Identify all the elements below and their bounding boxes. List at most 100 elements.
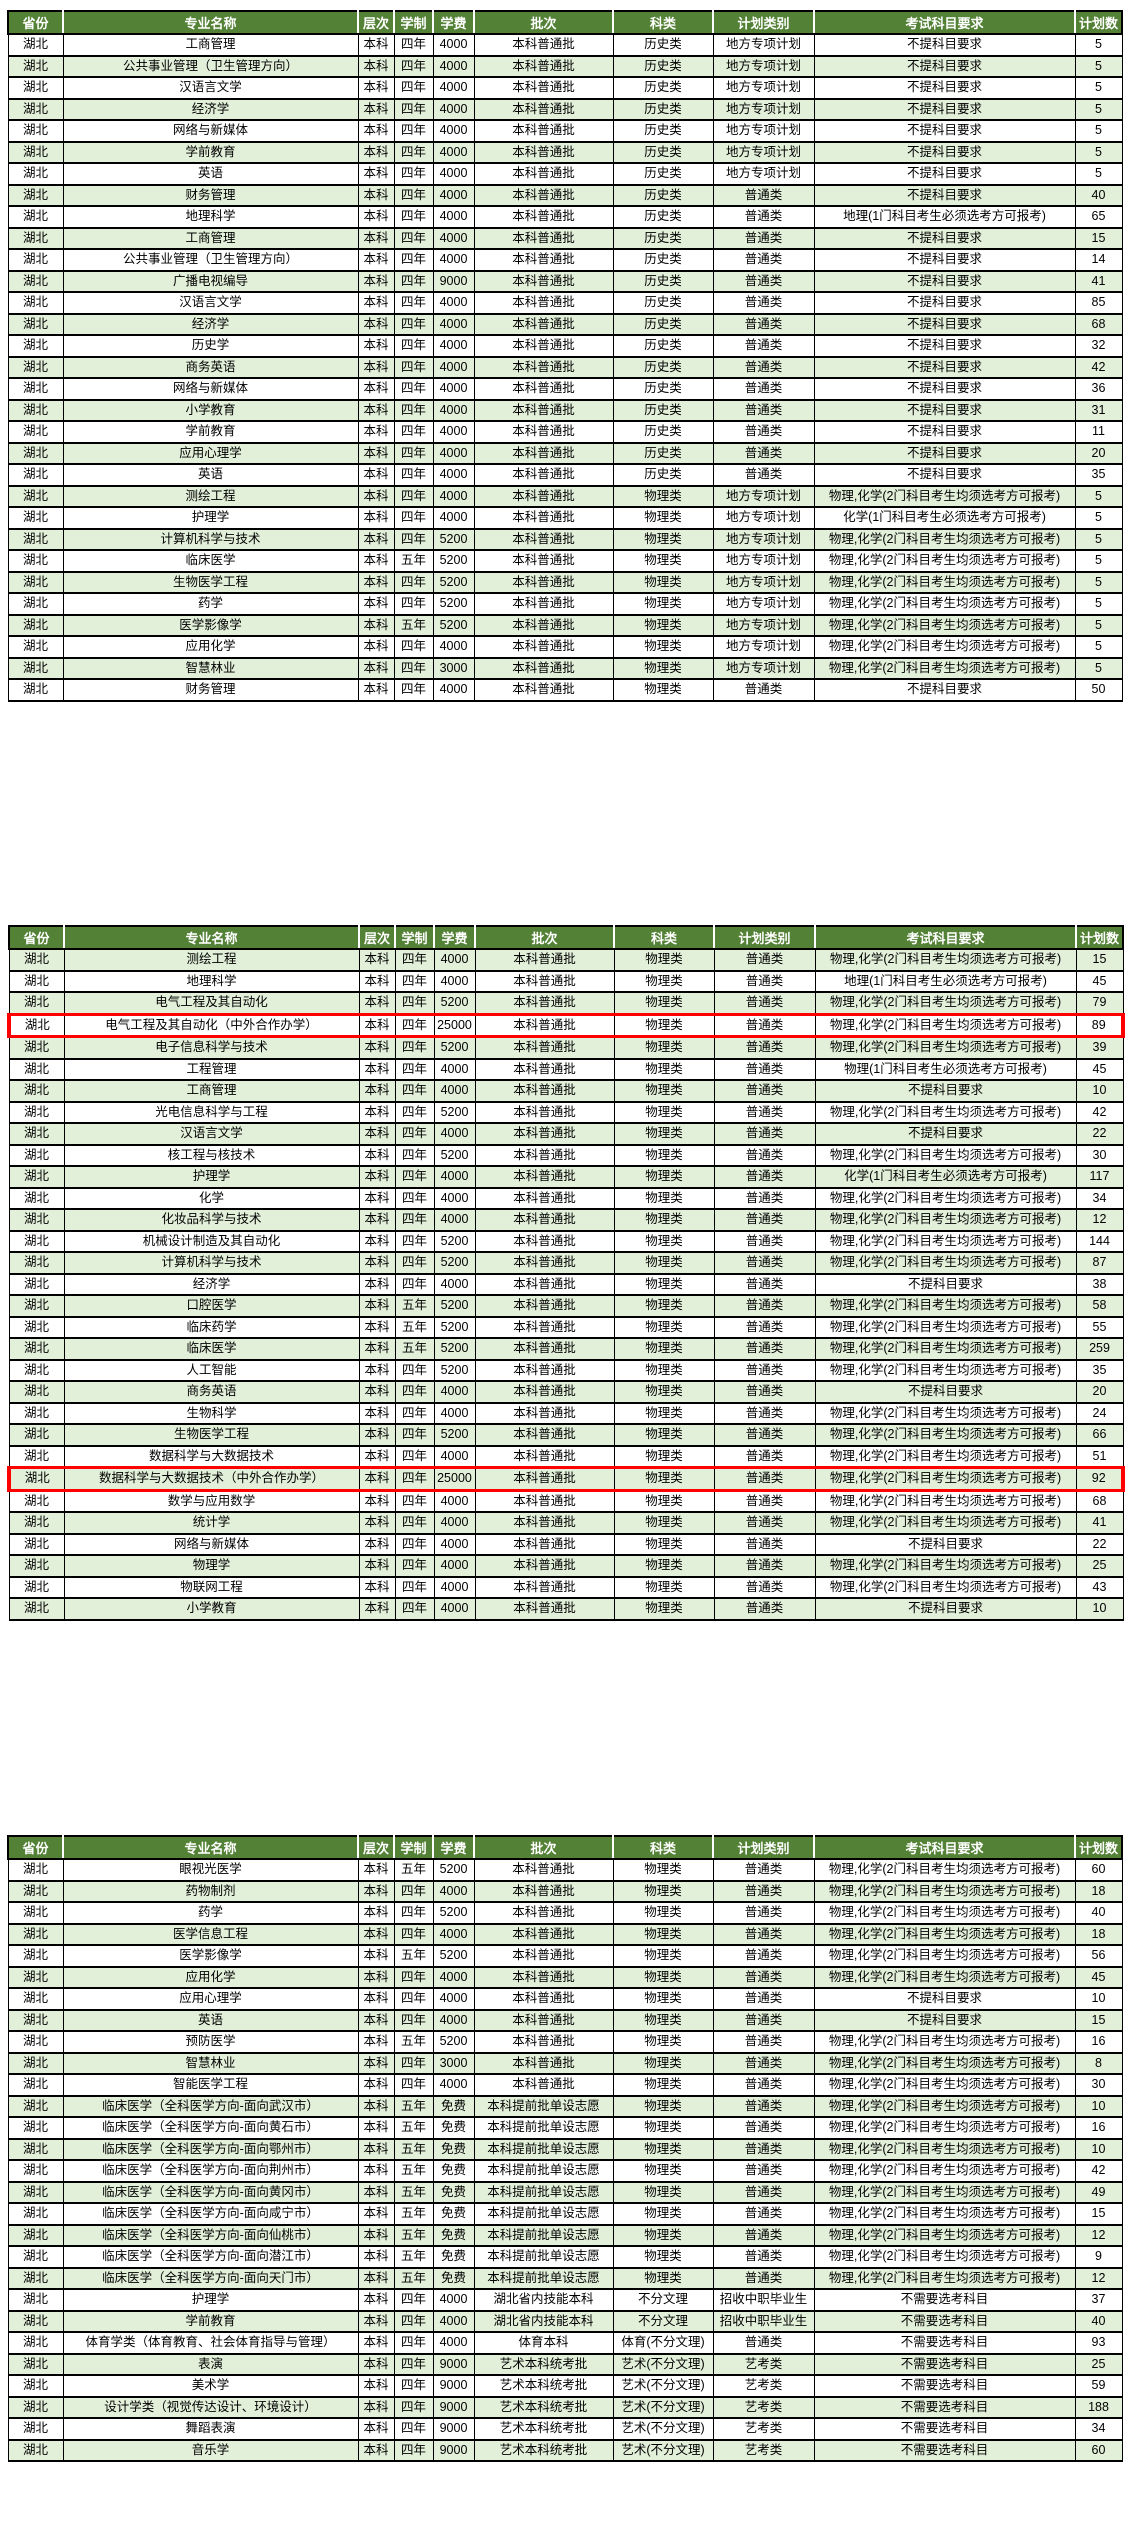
table-row: 湖北 工程管理 本科 四年 4000 本科普通批 物理类 普通类 物理(1门科目考生必须选考方可… (8, 1057, 1124, 1081)
table-cell: 历史类 (612, 205, 714, 229)
table-body: 湖北 工商管理 本科 四年 4000 本科普通批 历史类 地方专项计划 不提科目要求 5 湖北 公共事… (7, 33, 1123, 702)
table-cell: 地方专项计划 (712, 592, 815, 616)
table-cell: 本科 (358, 1122, 396, 1146)
table-cell: 本科普通批 (473, 205, 614, 229)
table-cell: 物理类 (612, 2116, 714, 2140)
table-cell: 普通类 (713, 1143, 816, 1167)
table-cell: 物理类 (612, 2202, 714, 2226)
table-cell: 护理学 (62, 2288, 359, 2312)
table-row: 湖北 临床医学（全科医学方向-面向黄石市） 本科 五年 免费 本科提前批单设志愿 物理类 普通… (7, 2116, 1123, 2140)
table-cell: 化妆品科学与技术 (63, 1208, 360, 1232)
table-cell: 35 (1074, 463, 1123, 487)
table-cell: 本科普通批 (473, 291, 614, 315)
table-cell: 4000 (433, 1272, 476, 1296)
table-cell: 湖北 (8, 969, 65, 993)
table-cell: 5 (1074, 527, 1123, 551)
admission-table-special-batches: 省份 专业名称 层次 学制 学费 批次 科类 计划类别 考试科目要求 计划数 湖… (7, 1835, 1123, 2462)
table-cell: 物理类 (612, 1944, 714, 1968)
table-cell: 四年 (393, 2331, 434, 2355)
table-cell: 物理,化学(2门科目考生均须选考方可报考) (814, 1315, 1077, 1339)
table-cell: 不提科目要求 (813, 119, 1076, 143)
table-cell: 本科普通批 (474, 1012, 615, 1038)
table-cell: 四年 (393, 2352, 434, 2376)
table-cell: 5 (1074, 635, 1123, 659)
col-plan-count: 计划数 (1074, 10, 1123, 35)
table-cell: 本科 (357, 248, 395, 272)
table-row: 湖北 汉语言文学 本科 四年 4000 本科普通批 历史类 普通类 不提科目要求 85 (7, 291, 1123, 315)
table-cell: 56 (1074, 1944, 1123, 1968)
table-cell: 本科 (357, 678, 395, 702)
table-cell: 物理,化学(2门科目考生均须选考方可报考) (814, 1208, 1077, 1232)
table-cell: 本科普通批 (473, 635, 614, 659)
table-cell: 4000 (432, 248, 475, 272)
table-cell: 英语 (62, 2008, 359, 2032)
table-cell: 财务管理 (62, 678, 359, 702)
table-cell: 电子信息科学与技术 (63, 1035, 360, 1060)
table-cell: 普通类 (712, 2051, 815, 2075)
table-cell: 5200 (433, 1035, 476, 1060)
table-cell: 本科普通批 (473, 484, 614, 508)
table-cell: 4000 (433, 1489, 476, 1513)
table-cell: 湖北 (8, 1575, 65, 1599)
table-cell: 本科 (357, 398, 395, 422)
table-cell: 湖北 (7, 2352, 64, 2376)
table-cell: 188 (1074, 2395, 1123, 2419)
table-cell: 地方专项计划 (712, 527, 815, 551)
table-cell: 物理类 (613, 1532, 715, 1556)
table-cell: 小学教育 (63, 1597, 360, 1621)
table-cell: 不提科目要求 (813, 463, 1076, 487)
table-cell: 不提科目要求 (813, 441, 1076, 465)
table-cell: 四年 (393, 463, 434, 487)
table-cell: 物理,化学(2门科目考生均须选考方可报考) (813, 549, 1076, 573)
table-cell: 本科 (357, 2395, 395, 2419)
table-cell: 湖北 (7, 377, 64, 401)
table-cell: 物理,化学(2门科目考生均须选考方可报考) (813, 2159, 1076, 2183)
table-cell: 物理类 (613, 1122, 715, 1146)
table-cell: 四年 (394, 1272, 435, 1296)
table-row: 湖北 英语 本科 四年 4000 本科普通批 物理类 普通类 不提科目要求 15 (7, 2008, 1123, 2032)
col-plan-category: 计划类别 (712, 10, 815, 35)
table-cell: 物理,化学(2门科目考生均须选考方可报考) (814, 1143, 1077, 1167)
table-cell: 4000 (432, 183, 475, 207)
table-header: 省份 专业名称 层次 学制 学费 批次 科类 计划类别 考试科目要求 计划数 (8, 925, 1124, 950)
col-subject-category: 科类 (613, 925, 715, 950)
table-cell: 历史类 (612, 183, 714, 207)
table-cell: 四年 (394, 1251, 435, 1275)
table-cell: 3000 (432, 656, 475, 680)
table-cell: 4000 (432, 312, 475, 336)
table-cell: 物理,化学(2门科目考生均须选考方可报考) (814, 1358, 1077, 1382)
table-cell: 4000 (433, 1380, 476, 1404)
table-cell: 本科 (357, 2223, 395, 2247)
table-cell: 8 (1074, 2051, 1123, 2075)
table-row: 湖北 临床医学（全科医学方向-面向荆州市） 本科 五年 免费 本科提前批单设志愿 物理类 普通… (7, 2159, 1123, 2183)
table-cell: 物理,化学(2门科目考生均须选考方可报考) (813, 2094, 1076, 2118)
table-cell: 4000 (432, 355, 475, 379)
table-cell: 本科普通批 (474, 1035, 615, 1060)
table-cell: 本科普通批 (474, 991, 615, 1015)
table-cell: 物理类 (613, 1143, 715, 1167)
table-cell: 四年 (393, 162, 434, 186)
table-cell: 物理类 (613, 1554, 715, 1578)
table-cell: 艺术(不分文理) (612, 2417, 714, 2441)
table-cell: 本科普通批 (474, 1165, 615, 1189)
table-cell: 普通类 (713, 991, 816, 1015)
table-cell: 5200 (433, 1423, 476, 1447)
table-cell: 学前教育 (62, 2309, 359, 2333)
table-cell: 普通类 (712, 248, 815, 272)
table-cell: 10 (1074, 1987, 1123, 2011)
table-cell: 电气工程及其自动化（中外合作办学） (63, 1012, 360, 1038)
table-cell: 43 (1075, 1575, 1124, 1599)
table-cell: 普通类 (712, 2030, 815, 2054)
table-cell: 化学 (63, 1186, 360, 1210)
table-cell: 普通类 (712, 2245, 815, 2269)
table-cell: 五年 (393, 549, 434, 573)
table-cell: 不分文理 (612, 2288, 714, 2312)
table-cell: 公共事业管理（卫生管理方向） (62, 54, 359, 78)
table-cell: 临床医学（全科医学方向-面向潜江市） (62, 2245, 359, 2269)
table-cell: 本科普通批 (473, 1965, 614, 1989)
table-cell: 38 (1075, 1272, 1124, 1296)
table-cell: 本科 (357, 2352, 395, 2376)
table-cell: 本科 (357, 1858, 395, 1882)
table-row: 湖北 计算机科学与技术 本科 四年 5200 本科普通批 物理类 普通类 物理,化学(2门科目考… (8, 1251, 1124, 1275)
table-row: 湖北 设计学类（视觉传达设计、环境设计） 本科 四年 9000 艺术本科统考批 艺术(不分文… (7, 2395, 1123, 2419)
